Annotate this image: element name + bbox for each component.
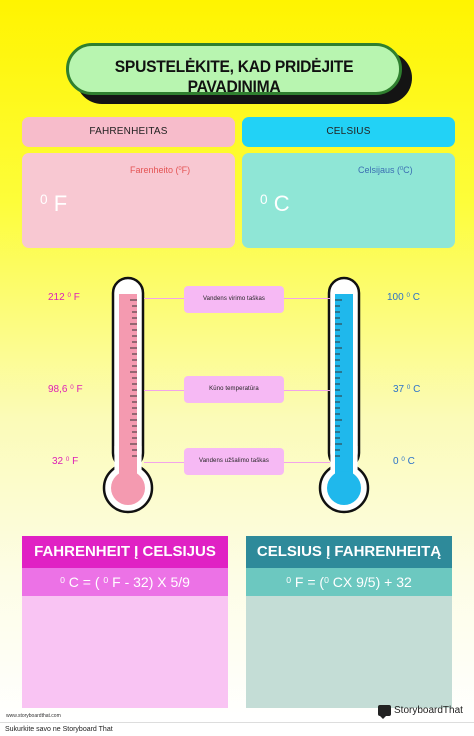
fahrenheit-label-body: 98,6 0 F — [48, 383, 83, 395]
fahrenheit-input-label: Farenheito (0F) — [130, 165, 191, 175]
title-line-2: PAVADINIMĄ — [187, 77, 281, 95]
f-to-c-formula: 0 C = ( 0 F - 32) X 5/9 — [22, 568, 228, 596]
celsius-label-boiling: 100 0 C — [387, 291, 420, 303]
body-temperature-label[interactable]: Kūno temperatūra — [184, 376, 284, 403]
speech-bubble-icon — [378, 705, 391, 719]
celsius-unit: 0 C — [260, 191, 290, 216]
c-to-f-work-area[interactable] — [246, 596, 452, 708]
c-to-f-title: CELSIUS Į FAHRENHEITĄ — [246, 536, 452, 568]
storyboardthat-logo[interactable]: StoryboardThat — [378, 705, 463, 719]
fahrenheit-input-box[interactable]: Farenheito (0F) 0 F — [22, 153, 235, 248]
c-to-f-formula: 0 F = (0 CX 9/5) + 32 — [246, 568, 452, 596]
celsius-input-label: Celsijaus (0C) — [358, 165, 413, 175]
title-line-1: SPUSTELĖKITE, KAD PRIDĖJITE — [114, 57, 354, 76]
celsius-input-box[interactable]: Celsijaus (0C) 0 C — [242, 153, 455, 248]
title-banner[interactable]: SPUSTELĖKITE, KAD PRIDĖJITE PAVADINIMĄ — [66, 43, 402, 95]
boiling-point-label[interactable]: Vandens virimo taškas — [184, 286, 284, 313]
celsius-header: CELSIUS — [242, 117, 455, 147]
freezing-point-label[interactable]: Vandens užšalimo taškas — [184, 448, 284, 475]
f-to-c-work-area[interactable] — [22, 596, 228, 708]
footer-note: Sukurkite savo ne Storyboard That — [0, 722, 474, 736]
celsius-thermometer — [318, 276, 370, 514]
fahrenheit-label-boiling: 212 0 F — [48, 291, 80, 303]
fahrenheit-unit: 0 F — [40, 191, 68, 216]
celsius-label-freezing: 0 0 C — [393, 455, 415, 467]
fahrenheit-thermometer — [102, 276, 154, 514]
celsius-label-body: 37 0 C — [393, 383, 421, 395]
f-to-c-title: FAHRENHEIT Į CELSIJUS — [22, 536, 228, 568]
storyboard-url: www.storyboardthat.com — [6, 713, 61, 719]
fahrenheit-header: FAHRENHEITAS — [22, 117, 235, 147]
fahrenheit-label-freezing: 32 0 F — [52, 455, 79, 467]
